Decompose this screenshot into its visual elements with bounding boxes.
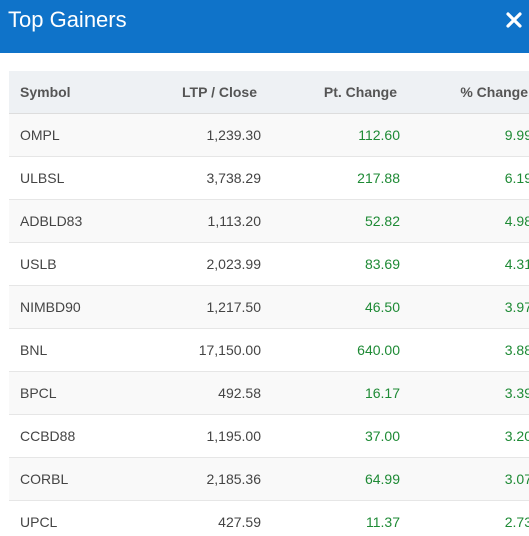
- header-symbol[interactable]: Symbol: [20, 84, 71, 100]
- gainers-table-container: Symbol LTP / Close Pt. Change % Change O…: [9, 71, 529, 536]
- cell-ltp: 17,150.00: [155, 328, 261, 372]
- cell-pt-change: 83.69: [261, 242, 400, 286]
- header-pct-change[interactable]: % Change: [460, 84, 528, 100]
- cell-pt-change: 640.00: [261, 328, 400, 372]
- cell-ltp: 492.58: [155, 371, 261, 415]
- cell-pt-change: 46.50: [261, 285, 400, 329]
- table-row[interactable]: ADBLD83 1,113.20 52.82 4.98: [9, 199, 529, 243]
- cell-pct-change: 3.39: [400, 371, 529, 415]
- cell-pct-change: 3.97: [400, 285, 529, 329]
- cell-symbol: CCBD88: [9, 414, 155, 458]
- table-body: OMPL 1,239.30 112.60 9.99 ULBSL 3,738.29…: [9, 113, 529, 536]
- cell-ltp: 3,738.29: [155, 156, 261, 200]
- cell-pct-change: 9.99: [400, 113, 529, 157]
- table-header-row: Symbol LTP / Close Pt. Change % Change: [9, 71, 529, 114]
- cell-pt-change: 52.82: [261, 199, 400, 243]
- cell-pct-change: 6.19: [400, 156, 529, 200]
- cell-symbol: ULBSL: [9, 156, 155, 200]
- close-icon: [506, 12, 522, 28]
- cell-symbol: BPCL: [9, 371, 155, 415]
- table-row[interactable]: BNL 17,150.00 640.00 3.88: [9, 328, 529, 372]
- header-pt-change[interactable]: Pt. Change: [323, 84, 397, 100]
- header-ltp-close[interactable]: LTP / Close: [182, 84, 257, 100]
- cell-pct-change: 3.20: [400, 414, 529, 458]
- cell-pct-change: 2.73: [400, 500, 529, 536]
- cell-symbol: OMPL: [9, 113, 155, 157]
- table-row[interactable]: BPCL 492.58 16.17 3.39: [9, 371, 529, 415]
- cell-pt-change: 16.17: [261, 371, 400, 415]
- cell-ltp: 2,185.36: [155, 457, 261, 501]
- gainers-table: Symbol LTP / Close Pt. Change % Change O…: [9, 71, 529, 536]
- cell-pt-change: 217.88: [261, 156, 400, 200]
- cell-symbol: USLB: [9, 242, 155, 286]
- cell-symbol: ADBLD83: [9, 199, 155, 243]
- cell-pct-change: 4.31: [400, 242, 529, 286]
- table-row[interactable]: NIMBD90 1,217.50 46.50 3.97: [9, 285, 529, 329]
- cell-ltp: 427.59: [155, 500, 261, 536]
- table-row[interactable]: UPCL 427.59 11.37 2.73: [9, 500, 529, 536]
- cell-symbol: NIMBD90: [9, 285, 155, 329]
- dialog-title: Top Gainers: [8, 7, 127, 32]
- cell-symbol: UPCL: [9, 500, 155, 536]
- close-button[interactable]: [505, 11, 523, 29]
- cell-symbol: CORBL: [9, 457, 155, 501]
- cell-ltp: 1,217.50: [155, 285, 261, 329]
- dialog-header: Top Gainers: [0, 0, 529, 53]
- cell-pct-change: 4.98: [400, 199, 529, 243]
- cell-pt-change: 11.37: [261, 500, 400, 536]
- table-row[interactable]: CORBL 2,185.36 64.99 3.07: [9, 457, 529, 501]
- cell-pct-change: 3.88: [400, 328, 529, 372]
- table-row[interactable]: ULBSL 3,738.29 217.88 6.19: [9, 156, 529, 200]
- cell-ltp: 1,195.00: [155, 414, 261, 458]
- cell-symbol: BNL: [9, 328, 155, 372]
- cell-pt-change: 37.00: [261, 414, 400, 458]
- cell-ltp: 2,023.99: [155, 242, 261, 286]
- table-row[interactable]: CCBD88 1,195.00 37.00 3.20: [9, 414, 529, 458]
- cell-pt-change: 112.60: [261, 113, 400, 157]
- table-row[interactable]: USLB 2,023.99 83.69 4.31: [9, 242, 529, 286]
- table-row[interactable]: OMPL 1,239.30 112.60 9.99: [9, 113, 529, 157]
- cell-ltp: 1,239.30: [155, 113, 261, 157]
- cell-pt-change: 64.99: [261, 457, 400, 501]
- cell-pct-change: 3.07: [400, 457, 529, 501]
- cell-ltp: 1,113.20: [155, 199, 261, 243]
